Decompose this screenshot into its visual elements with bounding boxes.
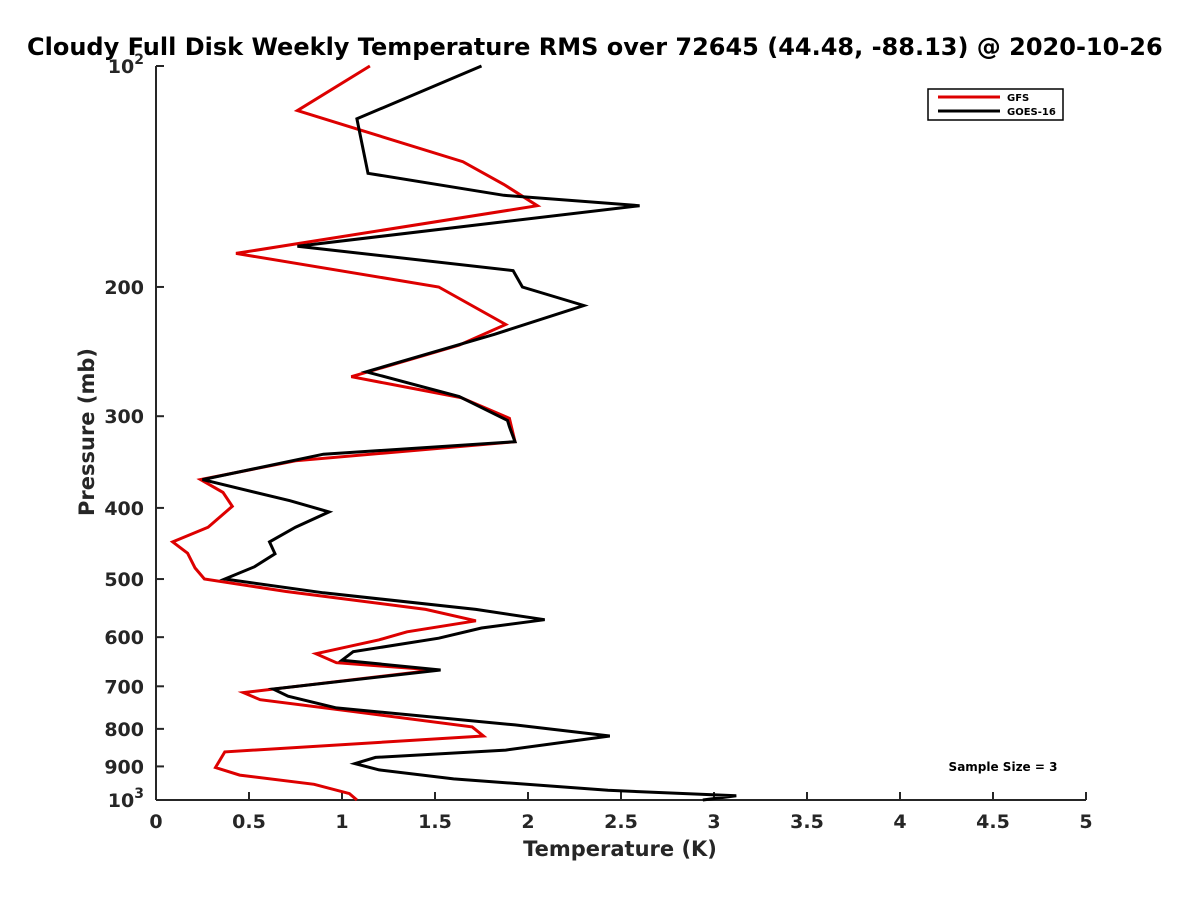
axes: 0 0.5 1 1.5 2 2.5 3 3.5 4 4.5 5 102 200 300 400 500 600 7… (104, 52, 1092, 833)
y-tick-label: 400 (104, 498, 144, 520)
y-tick-label: 300 (104, 406, 144, 428)
chart-title: Cloudy Full Disk Weekly Temperature RMS … (27, 33, 1163, 61)
x-tick-label: 0.5 (232, 811, 266, 833)
legend-label: GOES-16 (1007, 107, 1056, 118)
y-tick-label: 700 (104, 676, 144, 698)
y-tick-label: 103 (108, 786, 144, 812)
y-tick-label: 500 (104, 569, 144, 591)
y-tick-label: 102 (108, 52, 144, 78)
series-group (169, 64, 737, 802)
x-tick-label: 5 (1079, 811, 1092, 833)
legend-label: GFS (1007, 93, 1029, 104)
legend-box (927, 88, 1064, 121)
series-line (202, 64, 737, 802)
x-tick-label: 2 (521, 811, 534, 833)
x-tick-label: 0 (149, 811, 162, 833)
x-tick-label: 4 (893, 811, 906, 833)
x-axis-label: Temperature (K) (523, 837, 717, 861)
x-tick-label: 3 (707, 811, 720, 833)
y-tick-label: 200 (104, 277, 144, 299)
sample-size-annotation: Sample Size = 3 (949, 760, 1058, 774)
x-tick-label: 1 (335, 811, 348, 833)
x-tick-label: 4.5 (976, 811, 1010, 833)
y-axis-label: Pressure (mb) (75, 348, 99, 516)
x-tick-label: 2.5 (604, 811, 638, 833)
x-tick-label: 1.5 (418, 811, 452, 833)
y-tick-label: 800 (104, 719, 144, 741)
series-gfs (169, 64, 542, 802)
series-goes-16 (202, 64, 737, 802)
x-tick-label: 3.5 (790, 811, 824, 833)
legend: GFS GOES-16 (927, 88, 1064, 121)
series-line (169, 64, 542, 802)
y-tick-label: 900 (104, 756, 144, 778)
y-tick-label: 600 (104, 627, 144, 649)
